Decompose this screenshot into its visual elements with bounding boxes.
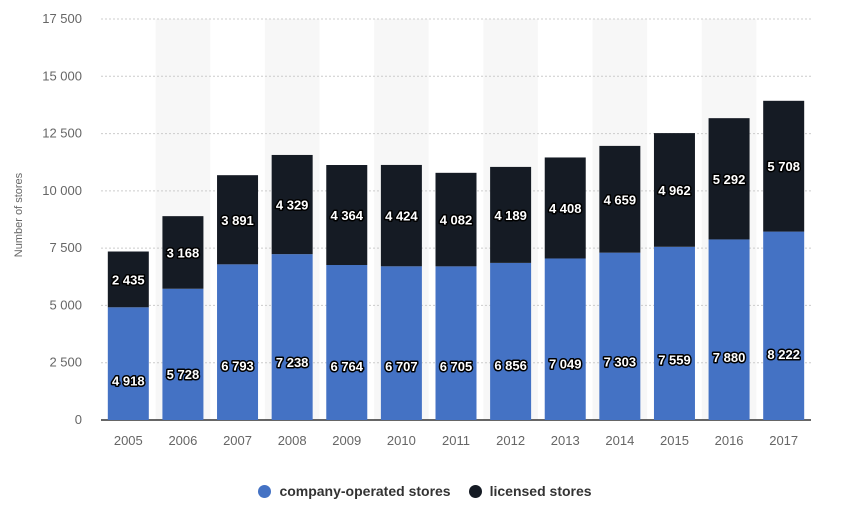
data-label-company-operated: 5 728 [167, 367, 200, 382]
bar-company-operated[interactable] [162, 288, 204, 420]
data-label-licensed: 5 292 [713, 172, 746, 187]
x-tick-label: 2015 [660, 433, 689, 448]
x-tick-label: 2016 [715, 433, 744, 448]
bar-licensed[interactable] [217, 175, 259, 265]
legend-item-licensed[interactable]: licensed stores [468, 483, 592, 499]
data-label-company-operated: 6 705 [440, 359, 473, 374]
y-tick-label: 12 500 [42, 126, 82, 141]
bar-company-operated[interactable] [544, 258, 586, 420]
data-label-licensed: 5 708 [767, 159, 800, 174]
legend-label-company-operated: company-operated stores [279, 483, 451, 499]
bar-company-operated[interactable] [326, 265, 368, 420]
y-tick-label: 2 500 [49, 355, 82, 370]
bar-licensed[interactable] [107, 251, 149, 308]
legend: company-operated stores licensed stores [0, 483, 850, 499]
bar-company-operated[interactable] [763, 231, 805, 420]
y-tick-label: 17 500 [42, 11, 82, 26]
x-tick-label: 2007 [223, 433, 252, 448]
data-label-licensed: 4 424 [385, 209, 418, 224]
data-label-licensed: 4 082 [440, 213, 473, 228]
x-tick-label: 2017 [769, 433, 798, 448]
bar-licensed[interactable] [763, 100, 805, 232]
y-axis-label: Number of stores [13, 172, 25, 257]
x-tick-label: 2009 [332, 433, 361, 448]
bars [107, 100, 805, 420]
data-label-company-operated: 6 707 [385, 359, 418, 374]
data-label-company-operated: 7 559 [658, 352, 691, 367]
data-label-licensed: 4 329 [276, 198, 309, 213]
data-label-company-operated: 7 880 [713, 350, 746, 365]
bar-licensed[interactable] [708, 118, 750, 240]
y-tick-label: 7 500 [49, 240, 82, 255]
x-tick-label: 2011 [442, 433, 470, 448]
bar-company-operated[interactable] [490, 262, 532, 420]
bar-company-operated[interactable] [217, 264, 259, 420]
legend-item-company-operated[interactable]: company-operated stores [258, 483, 451, 499]
data-label-licensed: 3 891 [221, 213, 254, 228]
bar-licensed[interactable] [271, 154, 313, 255]
bar-company-operated[interactable] [653, 246, 695, 420]
x-tick-label: 2013 [551, 433, 580, 448]
bar-licensed[interactable] [490, 166, 532, 263]
y-tick-label: 10 000 [42, 183, 82, 198]
bar-licensed[interactable] [544, 157, 586, 259]
data-label-company-operated: 6 856 [494, 358, 527, 373]
data-label-company-operated: 7 049 [549, 356, 582, 371]
data-label-company-operated: 4 918 [112, 374, 145, 389]
x-tick-label: 2006 [168, 433, 197, 448]
bar-company-operated[interactable] [435, 266, 477, 420]
data-label-company-operated: 8 222 [767, 347, 800, 362]
bar-company-operated[interactable] [380, 266, 422, 420]
bar-company-operated[interactable] [599, 252, 641, 420]
bar-licensed[interactable] [162, 216, 204, 289]
x-tick-label: 2005 [114, 433, 143, 448]
data-label-licensed: 4 962 [658, 183, 691, 198]
data-label-licensed: 4 364 [330, 208, 363, 223]
bar-licensed[interactable] [599, 145, 641, 253]
stacked-bar-chart: 0 2 500 5 000 7 500 10 000 12 500 15 000 17 500… [13, 11, 811, 448]
bar-licensed[interactable] [653, 133, 695, 247]
data-label-company-operated: 6 764 [330, 359, 363, 374]
data-label-company-operated: 7 303 [604, 354, 637, 369]
data-label-licensed: 4 659 [604, 192, 637, 207]
x-tick-label: 2012 [496, 433, 525, 448]
data-labels: 4 918 2 435 5 728 3 168 6 793 3 891 7 238 4 329… [111, 158, 802, 390]
x-tick-label: 2010 [387, 433, 416, 448]
bar-licensed[interactable] [326, 165, 368, 266]
data-label-licensed: 4 189 [494, 208, 527, 223]
bar-company-operated[interactable] [708, 239, 750, 420]
x-axis-ticks: 2005 2006 2007 2008 2009 2010 2011 2012 2013 2014… [114, 433, 798, 448]
bar-licensed[interactable] [435, 172, 477, 267]
data-label-company-operated: 6 793 [221, 359, 254, 374]
legend-label-licensed: licensed stores [489, 483, 592, 499]
data-label-licensed: 2 435 [112, 272, 145, 287]
y-axis-ticks: 0 2 500 5 000 7 500 10 000 12 500 15 000 17 500 [42, 11, 82, 427]
x-tick-label: 2008 [278, 433, 307, 448]
data-label-company-operated: 7 238 [276, 355, 309, 370]
bar-licensed[interactable] [380, 164, 422, 267]
x-tick-label: 2014 [605, 433, 634, 448]
bar-company-operated[interactable] [271, 254, 313, 420]
bar-company-operated[interactable] [107, 307, 149, 420]
y-tick-label: 15 000 [42, 68, 82, 83]
data-label-licensed: 4 408 [549, 201, 582, 216]
y-tick-label: 0 [75, 412, 82, 427]
data-label-licensed: 3 168 [167, 245, 200, 260]
y-tick-label: 5 000 [49, 297, 82, 312]
legend-swatch-company-operated [258, 484, 272, 498]
legend-swatch-licensed [468, 484, 482, 498]
